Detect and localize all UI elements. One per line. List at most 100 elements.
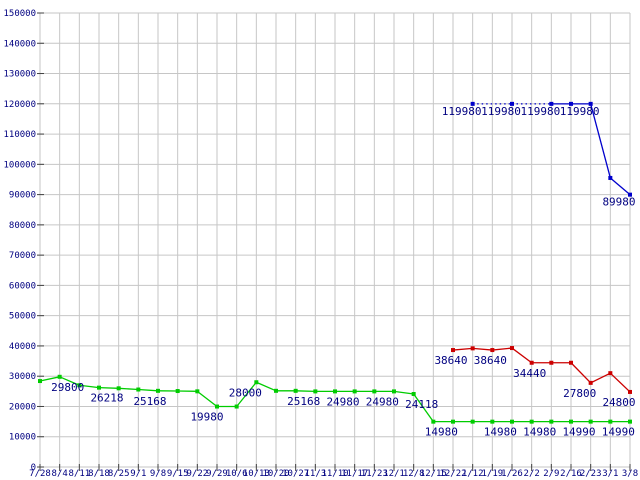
green-price-line-segment (236, 381, 257, 407)
green-price-line-point-marker (510, 419, 514, 424)
blue-price-line-segment (590, 103, 611, 179)
y-axis-tick-label: 10000 (9, 433, 36, 443)
x-axis-tick-label: 12/8 (403, 469, 425, 479)
green-price-line-point-marker (490, 419, 495, 424)
red-price-line-segment (590, 372, 611, 384)
green-price-line-point-marker (372, 389, 377, 394)
green-price-line-value-label: 24118 (405, 398, 438, 411)
green-price-line-value-label: 28000 (229, 386, 262, 399)
green-price-line-point-marker (549, 419, 554, 424)
x-axis-tick-label: 1/12 (462, 469, 484, 479)
x-axis-tick-label: 3/8 (622, 469, 638, 479)
x-axis-tick-label: 2/2 (524, 469, 540, 479)
x-axis-tick-label: 2/9 (543, 469, 559, 479)
green-price-line-point-marker (38, 379, 42, 384)
y-axis-tick-label: 40000 (9, 342, 36, 352)
red-price-line-value-label: 27800 (563, 387, 596, 400)
x-axis-tick-label: 1/26 (501, 469, 523, 479)
x-axis-tick-label: 8/4 (52, 469, 68, 479)
green-price-line-point-marker (156, 388, 160, 393)
red-price-line-point-marker (608, 371, 613, 376)
red-price-line-point-marker (588, 380, 593, 385)
green-price-line-point-marker (569, 419, 573, 424)
red-price-line-point-marker (510, 346, 514, 351)
y-axis-tick-label: 140000 (3, 39, 36, 49)
red-price-line-point-marker (529, 360, 534, 365)
green-price-line-point-marker (254, 380, 259, 385)
x-axis-tick-label: 1/19 (481, 469, 503, 479)
blue-price-line-point-marker (588, 101, 593, 106)
green-price-line-value-label: 25168 (287, 395, 320, 408)
green-price-line-segment (118, 387, 139, 391)
green-price-line-value-label: 14980 (425, 426, 458, 439)
green-price-line-segment (413, 393, 434, 423)
red-price-line-point-marker (451, 348, 455, 353)
blue-price-line-value-label: 119980 (520, 105, 560, 118)
red-price-line-segment (511, 347, 533, 364)
red-price-line-value-label: 24800 (602, 396, 635, 409)
red-price-line-segment (492, 347, 513, 351)
x-axis-tick-label: 8/11 (68, 469, 90, 479)
red-price-line-value-label: 38640 (474, 354, 507, 367)
green-price-line-point-marker (352, 389, 357, 394)
green-price-line-value-label: 25168 (133, 395, 166, 408)
red-price-line-value-label: 34440 (513, 367, 546, 380)
x-axis-tick-label: 9/8 (150, 469, 166, 479)
red-price-line-segment (570, 362, 592, 384)
green-price-line-point-marker (431, 419, 436, 424)
green-price-line-point-marker (529, 419, 534, 424)
green-price-line-point-marker (57, 374, 62, 379)
red-price-line-point-marker (569, 360, 573, 365)
x-axis-tick-label: 2/23 (580, 469, 602, 479)
x-axis-tick-label: 8/18 (88, 469, 110, 479)
blue-price-line-value-label: 119980 (560, 105, 600, 118)
x-axis-tick-label: 11/23 (361, 469, 388, 479)
green-price-line-value-label: 24980 (366, 395, 399, 408)
x-axis-tick-label: 12/22 (439, 469, 466, 479)
y-axis-tick-label: 60000 (9, 281, 36, 291)
y-axis-tick-label: 120000 (3, 100, 36, 110)
green-price-line-point-marker (293, 388, 298, 393)
x-axis-tick-label: 9/1 (130, 469, 146, 479)
green-price-line-point-marker (451, 419, 455, 424)
red-price-line-value-label: 38640 (434, 354, 467, 367)
y-axis-tick-label: 50000 (9, 312, 36, 322)
green-price-line-point-marker (470, 419, 475, 424)
x-axis-tick-label: 11/10 (321, 469, 348, 479)
y-axis-tick-label: 130000 (3, 70, 36, 80)
blue-price-line-value-label: 89980 (602, 196, 635, 209)
blue-price-line-point-marker (569, 101, 573, 106)
y-axis-tick-label: 0 (31, 463, 36, 473)
red-price-line-segment (609, 372, 631, 393)
green-price-line-point-marker (274, 388, 278, 393)
green-price-line-segment (59, 376, 80, 386)
x-axis-tick-label: 12/15 (420, 469, 447, 479)
x-axis-tick-label: 10/20 (262, 469, 289, 479)
y-axis-tick-label: 80000 (9, 221, 36, 231)
green-price-line-point-marker (77, 383, 82, 388)
y-axis-tick-label: 150000 (3, 9, 36, 19)
x-axis-tick-label: 7/28 (29, 469, 51, 479)
y-axis-tick-label: 30000 (9, 372, 36, 382)
green-price-line-value-label: 19980 (190, 411, 223, 424)
blue-price-line-point-marker (628, 192, 632, 197)
y-axis-tick-label: 90000 (9, 191, 36, 201)
y-axis-tick-label: 20000 (9, 402, 36, 412)
x-axis-tick-label: 12/1 (383, 469, 405, 479)
green-price-line-point-marker (313, 389, 318, 394)
blue-price-line-point-marker (470, 101, 475, 106)
red-price-line-point-marker (470, 346, 475, 351)
green-price-line-point-marker (234, 404, 239, 409)
green-price-line-point-marker (116, 386, 121, 391)
green-price-line-point-marker (175, 389, 180, 394)
green-price-line-segment (98, 386, 119, 389)
green-price-line-point-marker (333, 389, 337, 394)
green-price-line-value-label: 14980 (523, 426, 556, 439)
green-price-line-value-label: 14990 (602, 426, 635, 439)
green-price-line-value-label: 26218 (90, 392, 123, 405)
x-axis-tick-label: 8/25 (108, 469, 130, 479)
blue-price-line-value-label: 119980 (481, 105, 521, 118)
